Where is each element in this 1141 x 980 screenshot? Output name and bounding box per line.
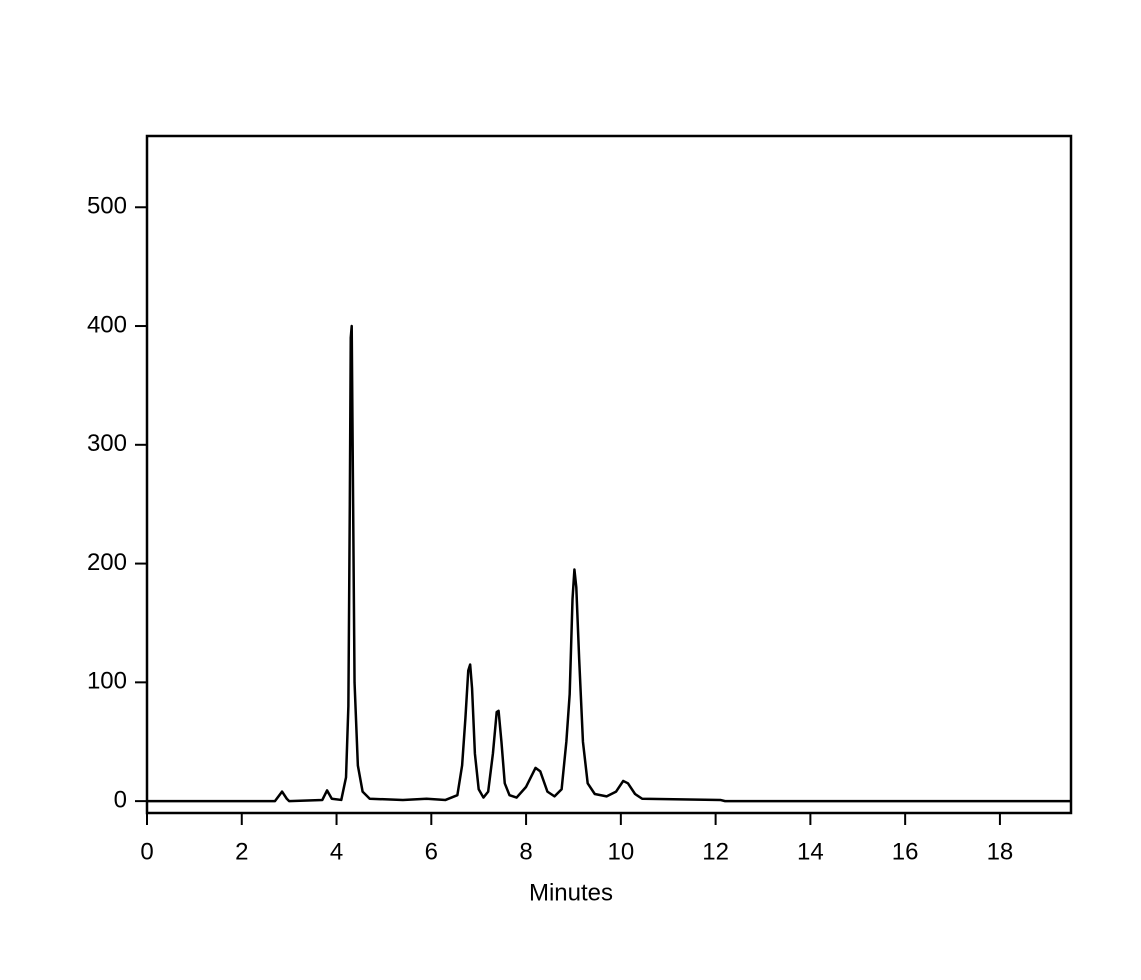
x-tick-label: 18 bbox=[987, 838, 1014, 865]
x-tick-label: 2 bbox=[235, 838, 248, 865]
x-tick-label: 12 bbox=[702, 838, 729, 865]
x-axis-label: Minutes bbox=[529, 879, 613, 906]
x-tick-label: 8 bbox=[519, 838, 532, 865]
y-tick-label: 400 bbox=[87, 311, 127, 338]
x-tick-label: 6 bbox=[425, 838, 438, 865]
trace-line bbox=[147, 324, 1071, 803]
plot-frame bbox=[145, 134, 1073, 815]
y-tick-label: 0 bbox=[114, 786, 127, 813]
x-tick-label: 0 bbox=[140, 838, 153, 865]
y-tick-label: 500 bbox=[87, 193, 127, 220]
y-tick-label: 100 bbox=[87, 668, 127, 695]
y-tick-label: 200 bbox=[87, 549, 127, 576]
x-tick-label: 16 bbox=[892, 838, 919, 865]
x-tick-label: 14 bbox=[797, 838, 824, 865]
y-tick-label: 300 bbox=[87, 430, 127, 457]
x-tick-label: 10 bbox=[607, 838, 634, 865]
x-tick-label: 4 bbox=[330, 838, 343, 865]
